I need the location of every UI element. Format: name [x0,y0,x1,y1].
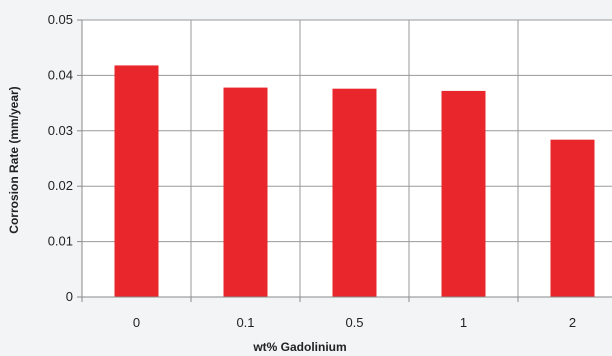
y-tick-label: 0.04 [48,67,73,82]
y-axis-title: Corrosion Rate (mm/year) [7,86,21,233]
bar [550,139,595,297]
x-tick-label: 2 [569,315,576,330]
y-tick-label: 0.05 [48,12,73,27]
y-tick-label: 0.01 [48,234,73,249]
bars [114,65,595,297]
x-tick-label: 0 [133,315,140,330]
bar [441,90,486,297]
y-tick-label: 0.02 [48,178,73,193]
axes [77,19,612,302]
x-tick-label: 0.1 [236,315,254,330]
y-tick-label: 0.03 [48,123,73,138]
x-axis-title: wt% Gadolinium [252,340,346,354]
y-tick-label: 0 [66,289,73,304]
x-tick-label: 1 [460,315,467,330]
bar [332,88,377,297]
y-tick-labels: 0 0.01 0.02 0.03 0.04 0.05 [48,12,73,304]
bar [114,65,159,297]
x-tick-label: 0.5 [345,315,363,330]
bar [223,87,268,297]
x-tick-labels: 0 0.1 0.5 1 2 [133,315,576,330]
